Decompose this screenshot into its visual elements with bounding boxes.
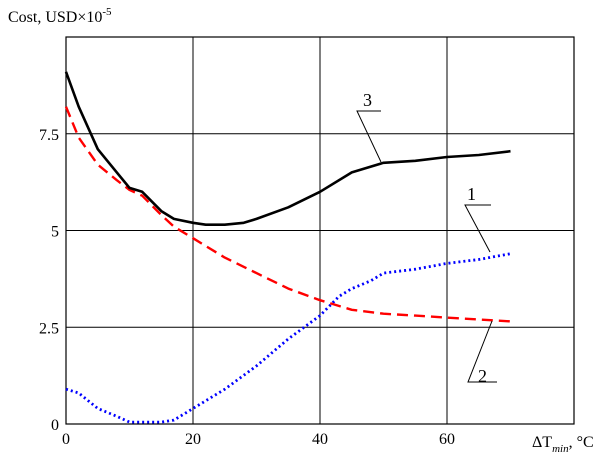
axis-ticks: 0 20 40 60 0 2.5 5 7.5 [39,127,455,448]
y-axis-label-exponent: -5 [102,6,112,18]
y-tick-label: 5 [51,224,59,241]
x-tick-label: 20 [185,431,201,448]
x-tick-label: 60 [439,431,455,448]
y-axis-label-main: Cost, USD×10 [8,9,102,26]
series-line-1 [65,252,511,424]
annotations: 3 1 2 [356,90,497,386]
grid [66,37,574,424]
y-tick-label: 0 [51,417,59,434]
curve-label-3: 3 [363,90,372,110]
curve-label-1: 1 [467,184,476,204]
series-line-2 [64,106,511,323]
x-axis-label-subscript: min [552,443,569,455]
plot-frame [65,36,575,425]
y-axis-label: Cost, USD×10-5 [8,6,112,26]
series-group [64,71,511,424]
y-tick-label: 7.5 [39,127,59,144]
x-tick-label: 40 [312,431,328,448]
x-axis-label: ΔTmin, °C [532,434,594,455]
leader-line-2 [467,320,497,383]
leader-line-1 [464,204,491,253]
x-axis-label-symbol: ΔT [532,434,552,451]
y-tick-label: 2.5 [39,320,59,337]
series-line-3 [64,71,511,226]
x-tick-label: 0 [62,431,70,448]
x-axis-label-unit: , °C [569,434,594,451]
curve-label-2: 2 [478,366,487,386]
leader-line-3 [356,110,382,163]
